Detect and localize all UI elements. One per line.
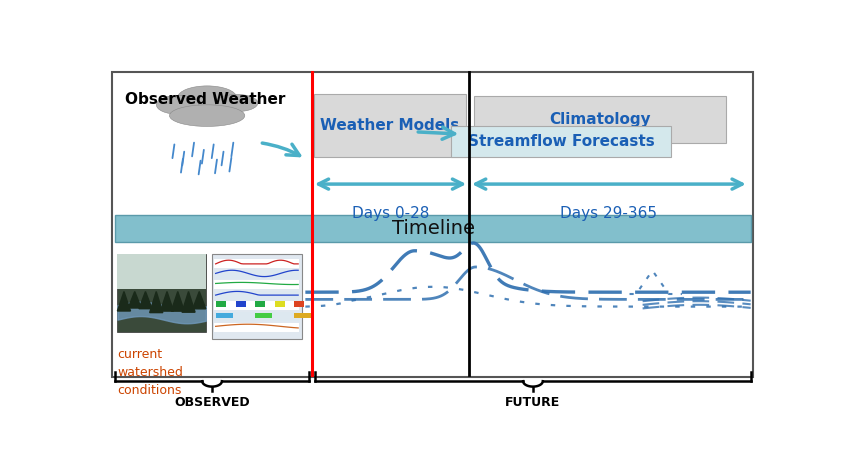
Ellipse shape [215, 95, 257, 112]
Bar [294, 313, 311, 318]
Ellipse shape [156, 95, 198, 114]
Bar [255, 301, 265, 307]
Text: Observed Weather: Observed Weather [125, 92, 285, 107]
Polygon shape [160, 292, 173, 311]
Text: FUTURE: FUTURE [505, 395, 560, 409]
Ellipse shape [177, 86, 236, 110]
FancyBboxPatch shape [112, 73, 752, 377]
Bar [216, 313, 232, 318]
Polygon shape [181, 292, 195, 307]
FancyBboxPatch shape [214, 312, 299, 321]
Polygon shape [149, 292, 163, 307]
Polygon shape [128, 292, 141, 307]
Polygon shape [138, 292, 152, 312]
FancyBboxPatch shape [214, 280, 299, 289]
Text: Climatology: Climatology [549, 112, 650, 127]
Polygon shape [117, 292, 130, 309]
FancyBboxPatch shape [214, 291, 299, 300]
FancyBboxPatch shape [473, 96, 725, 143]
FancyBboxPatch shape [117, 255, 206, 332]
FancyBboxPatch shape [313, 94, 465, 157]
Text: Days 29-365: Days 29-365 [560, 206, 657, 221]
Bar [274, 301, 284, 307]
Text: Days 0-28: Days 0-28 [351, 206, 429, 221]
Ellipse shape [170, 105, 245, 126]
Text: Timeline: Timeline [391, 219, 474, 238]
FancyBboxPatch shape [116, 215, 749, 242]
Text: OBSERVED: OBSERVED [174, 395, 250, 409]
Text: Weather Models: Weather Models [320, 118, 459, 133]
Bar [294, 301, 304, 307]
FancyBboxPatch shape [212, 255, 302, 339]
Bar [255, 313, 271, 318]
FancyBboxPatch shape [214, 270, 299, 279]
Bar [216, 301, 226, 307]
FancyBboxPatch shape [214, 301, 299, 310]
FancyBboxPatch shape [214, 259, 299, 268]
Text: current
watershed
conditions: current watershed conditions [117, 348, 183, 397]
FancyBboxPatch shape [451, 126, 670, 157]
Text: Streamflow Forecasts: Streamflow Forecasts [468, 134, 654, 149]
Bar [235, 301, 246, 307]
FancyBboxPatch shape [214, 322, 299, 332]
Polygon shape [171, 292, 184, 307]
FancyBboxPatch shape [117, 255, 206, 289]
Polygon shape [192, 292, 206, 313]
